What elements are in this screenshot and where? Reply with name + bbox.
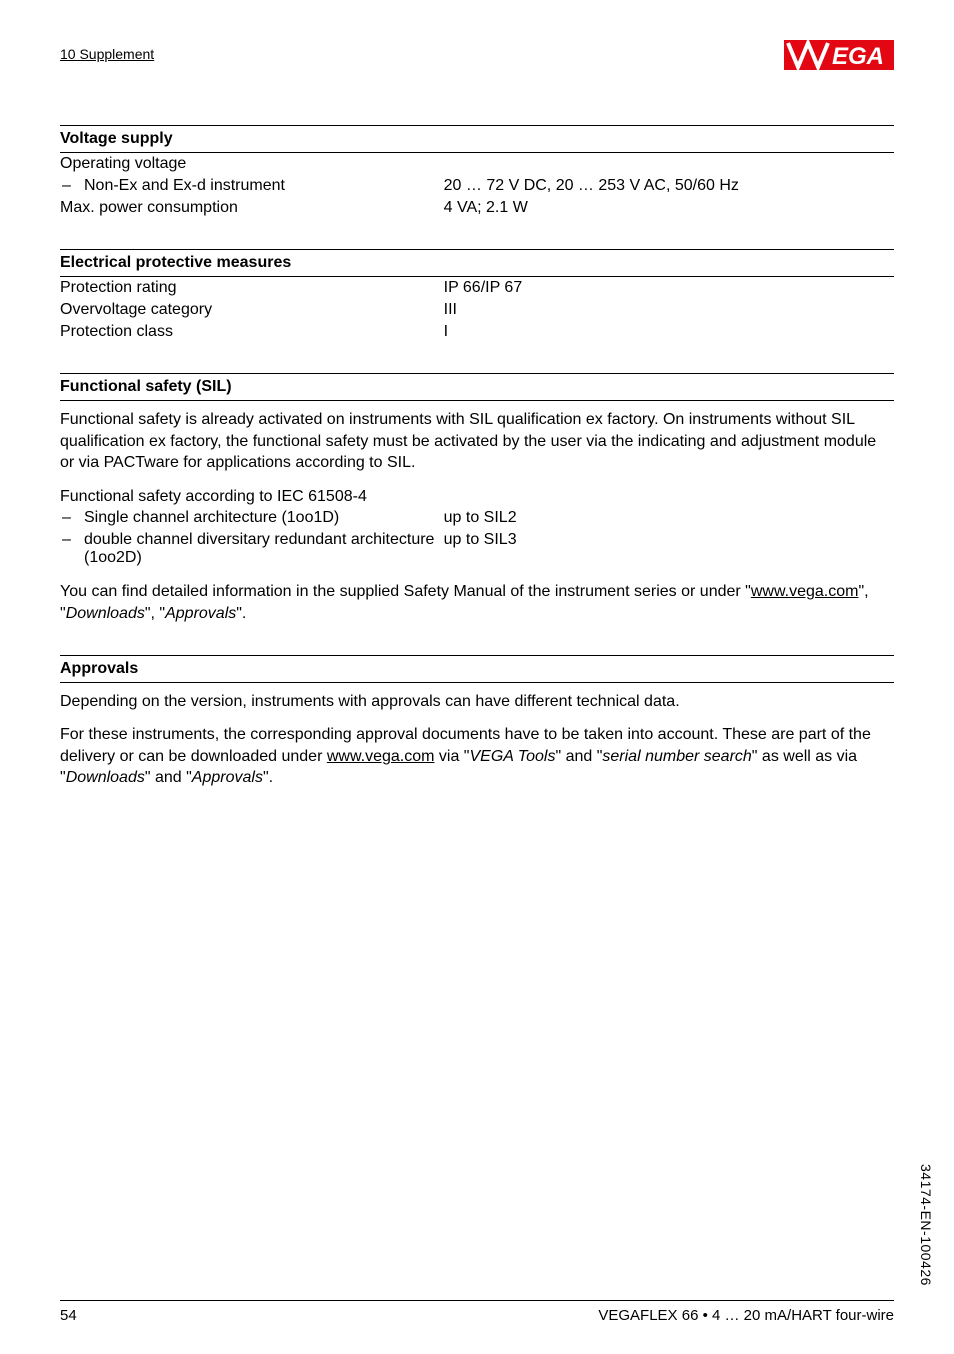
serial-word: serial number search (602, 748, 751, 765)
approvals-p2: For these instruments, the corresponding… (60, 724, 894, 789)
page-footer: 54 VEGAFLEX 66 • 4 … 20 mA/HART four-wir… (60, 1300, 894, 1324)
value-nonex: 20 … 72 V DC, 20 … 253 V AC, 50/60 Hz (444, 177, 894, 195)
label-overvoltage: Overvoltage category (60, 301, 444, 319)
vega-link[interactable]: www.vega.com (751, 583, 859, 600)
approvals-p1: Depending on the version, instruments wi… (60, 691, 894, 713)
running-head: 10 Supplement (60, 40, 154, 62)
sil-intro: Functional safety is already activated o… (60, 409, 894, 474)
sil-outro-pre: You can find detailed information in the… (60, 583, 751, 600)
row-operating-voltage: Operating voltage (60, 153, 894, 175)
row-protection-class: Protection class I (60, 321, 894, 343)
label-max-power: Max. power consumption (60, 199, 444, 217)
downloads-word-2: Downloads (66, 769, 145, 786)
approvals-p2-end: ". (263, 769, 273, 786)
row-nonex: – Non-Ex and Ex-d instrument 20 … 72 V D… (60, 175, 894, 197)
sil-list-intro: Functional safety according to IEC 61508… (60, 486, 894, 508)
label-nonex: Non-Ex and Ex-d instrument (84, 177, 444, 195)
row-sil-item2: – double channel diversitary redundant a… (60, 529, 894, 569)
label-operating-voltage: Operating voltage (60, 155, 444, 173)
approvals-p2-mid4: " and " (145, 769, 192, 786)
heading-approvals: Approvals (60, 655, 894, 683)
approvals-word: Approvals (165, 605, 236, 622)
svg-text:EGA: EGA (832, 43, 884, 70)
dash-icon: – (60, 531, 84, 567)
sil-outro-mid2: ", " (145, 605, 165, 622)
label-sil-item1: Single channel architecture (1oo1D) (84, 509, 444, 527)
heading-sil: Functional safety (SIL) (60, 373, 894, 401)
dash-icon: – (60, 177, 84, 195)
document-code: 34174-EN-100426 (918, 1164, 934, 1286)
vega-link-2[interactable]: www.vega.com (327, 748, 435, 765)
label-protection-class: Protection class (60, 323, 444, 341)
downloads-word: Downloads (66, 605, 145, 622)
approvals-word-2: Approvals (192, 769, 263, 786)
page-header: 10 Supplement EGA (60, 40, 894, 75)
product-name: VEGAFLEX 66 • 4 … 20 mA/HART four-wire (598, 1307, 894, 1324)
value-max-power: 4 VA; 2.1 W (444, 199, 894, 217)
approvals-p2-mid1: via " (434, 748, 469, 765)
page-number: 54 (60, 1307, 77, 1324)
row-max-power: Max. power consumption 4 VA; 2.1 W (60, 197, 894, 219)
label-sil-item2: double channel diversitary redundant arc… (84, 531, 444, 567)
value-overvoltage: III (444, 301, 894, 319)
vega-tools-word: VEGA Tools (469, 748, 555, 765)
sil-outro-end: ". (236, 605, 246, 622)
heading-voltage-supply: Voltage supply (60, 125, 894, 153)
logo-svg: EGA (784, 40, 894, 70)
row-protection-rating: Protection rating IP 66/IP 67 (60, 277, 894, 299)
value-protection-rating: IP 66/IP 67 (444, 279, 894, 297)
value-sil-item2: up to SIL3 (444, 531, 894, 567)
value-sil-item1: up to SIL2 (444, 509, 894, 527)
row-overvoltage: Overvoltage category III (60, 299, 894, 321)
sil-outro: You can find detailed information in the… (60, 581, 894, 624)
value-protection-class: I (444, 323, 894, 341)
row-sil-item1: – Single channel architecture (1oo1D) up… (60, 507, 894, 529)
vega-logo: EGA (784, 40, 894, 75)
label-protection-rating: Protection rating (60, 279, 444, 297)
approvals-p2-mid2: " and " (555, 748, 602, 765)
dash-icon: – (60, 509, 84, 527)
heading-electrical: Electrical protective measures (60, 249, 894, 277)
